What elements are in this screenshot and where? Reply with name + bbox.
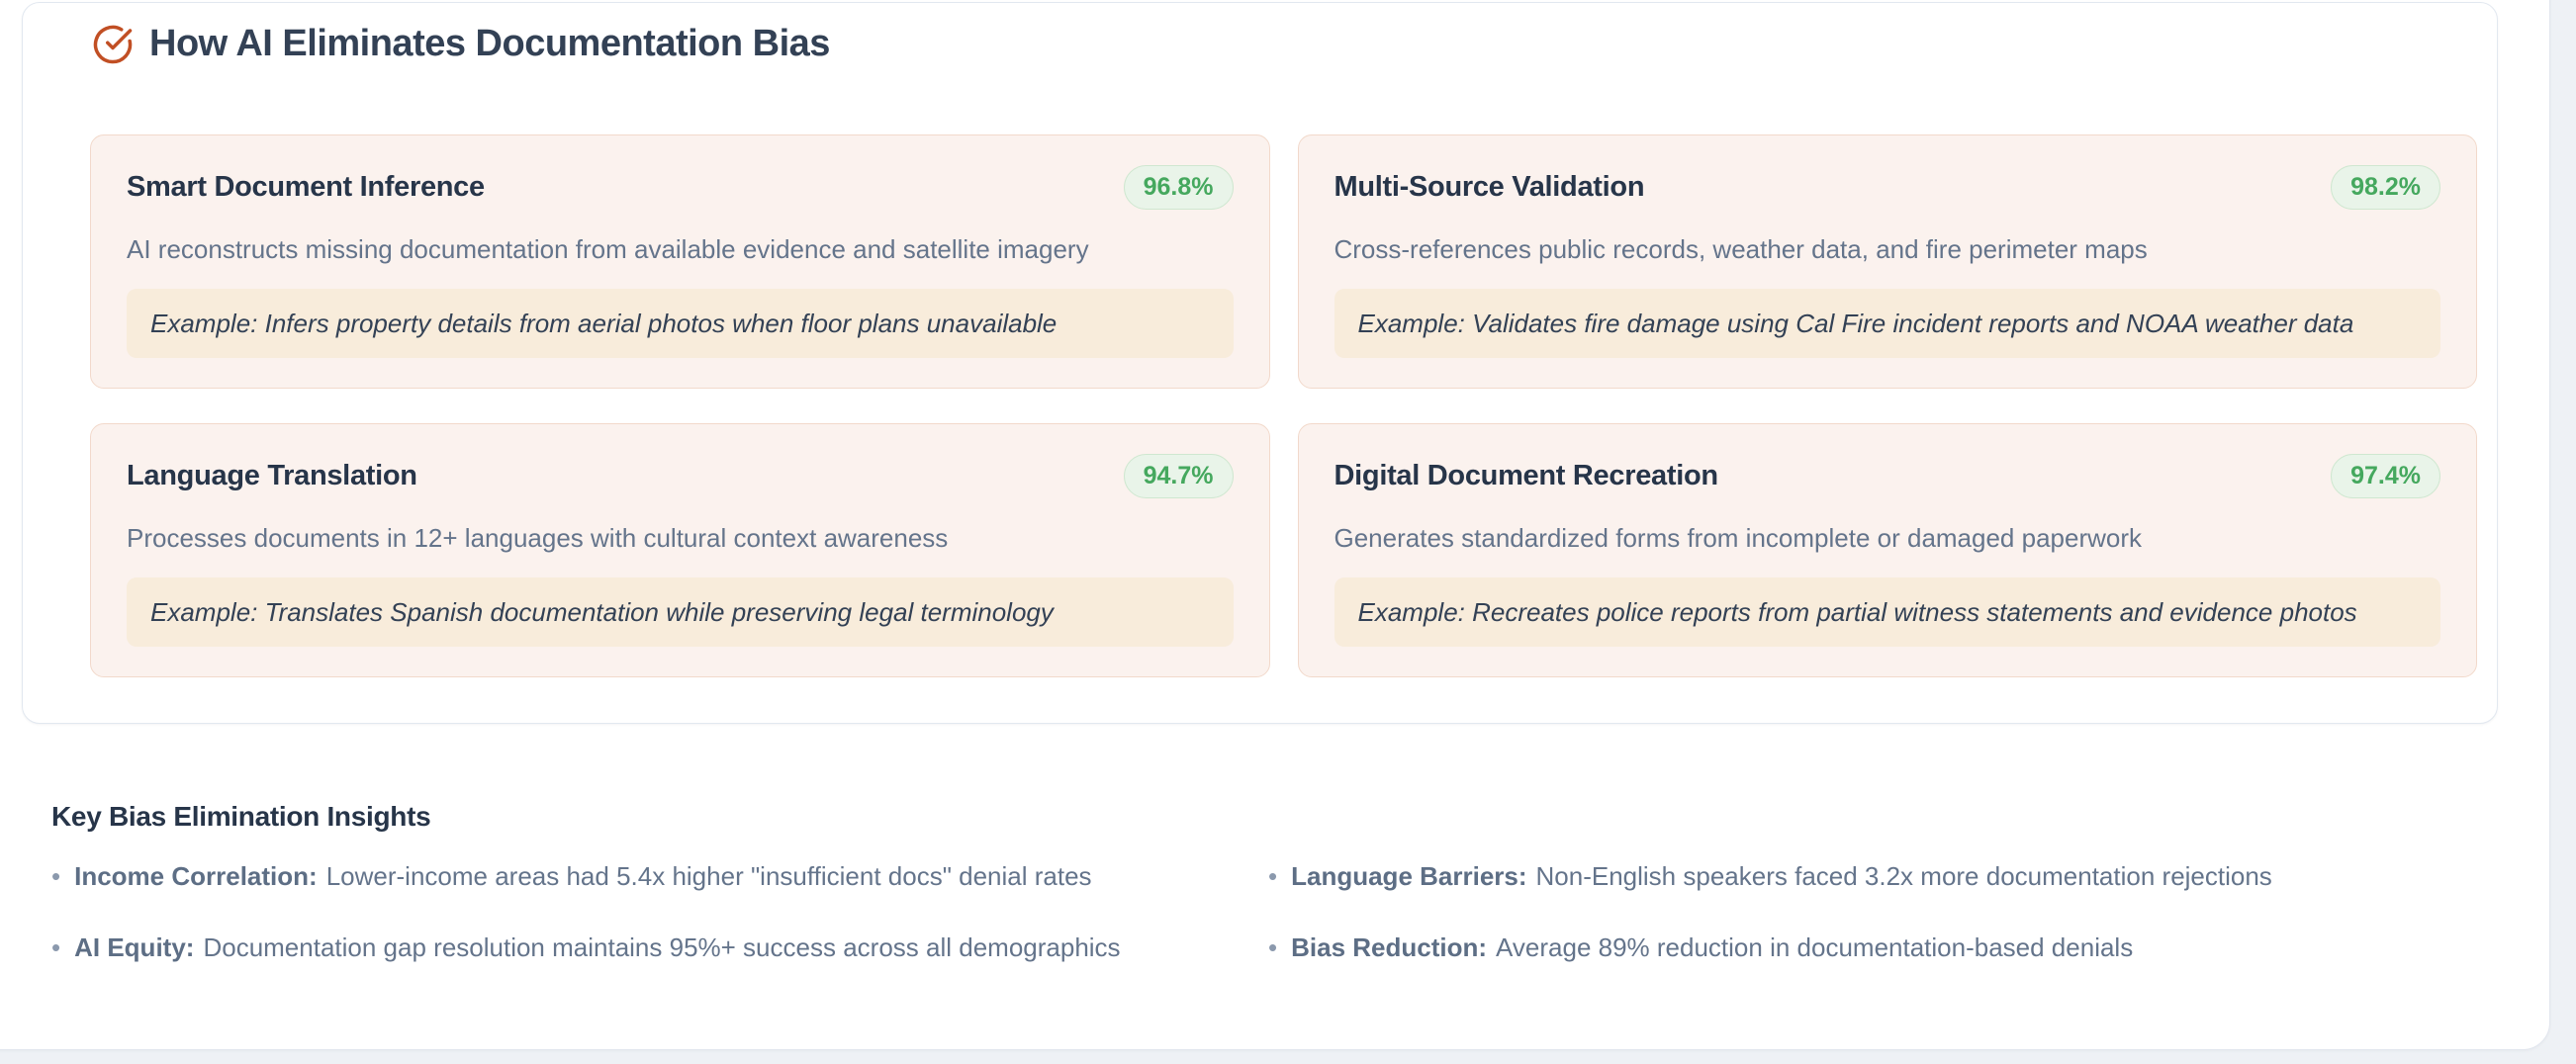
insight-label: Income Correlation: [74, 861, 318, 891]
insight-item-language-barriers: • Language Barriers: Non-English speakers… [1268, 860, 2505, 892]
method-card-header: Digital Document Recreation 97.4% [1334, 454, 2440, 498]
method-card-example: Example: Validates fire damage using Cal… [1334, 289, 2440, 358]
accuracy-badge: 96.8% [1123, 165, 1234, 210]
method-card-description: Processes documents in 12+ languages wit… [127, 523, 949, 553]
bullet-icon: • [1268, 932, 1278, 962]
insight-item-bias-reduction: • Bias Reduction: Average 89% reduction i… [1268, 931, 2505, 963]
method-card-header: Multi-Source Validation 98.2% [1334, 165, 2440, 210]
method-card-description: Generates standardized forms from incomp… [1334, 523, 2143, 553]
method-card-description: Cross-references public records, weather… [1334, 234, 2148, 264]
insights-title: Key Bias Elimination Insights [51, 801, 431, 832]
method-cards-grid: Smart Document Inference 96.8% AI recons… [90, 134, 2477, 677]
insight-text: Non-English speakers faced 3.2x more doc… [1535, 861, 2272, 891]
insight-label: Bias Reduction: [1291, 932, 1488, 962]
method-card-multi-source-validation: Multi-Source Validation 98.2% Cross-refe… [1297, 134, 2477, 389]
insight-item-ai-equity: • AI Equity: Documentation gap resolution… [51, 931, 1268, 963]
insights-grid: • Income Correlation: Lower-income areas … [51, 860, 2505, 963]
ai-methods-panel: How AI Eliminates Documentation Bias Sma… [22, 2, 2498, 724]
method-card-example: Example: Infers property details from ae… [127, 289, 1234, 358]
check-circle-icon [93, 25, 133, 63]
accuracy-badge: 98.2% [2331, 165, 2440, 210]
insight-label: AI Equity: [74, 932, 195, 962]
method-card-title: Digital Document Recreation [1334, 460, 1719, 491]
method-card-description: AI reconstructs missing documentation fr… [127, 234, 1089, 264]
method-card-title: Multi-Source Validation [1334, 171, 1645, 203]
method-card-example: Example: Translates Spanish documentatio… [127, 577, 1234, 647]
method-card-language-translation: Language Translation 94.7% Processes doc… [90, 423, 1270, 677]
insight-text: Documentation gap resolution maintains 9… [203, 932, 1121, 962]
method-card-example: Example: Recreates police reports from p… [1334, 577, 2440, 647]
insights-section: Key Bias Elimination Insights • Income C… [51, 801, 2505, 963]
insight-text: Average 89% reduction in documentation-b… [1496, 932, 2134, 962]
panel-title-row: How AI Eliminates Documentation Bias [92, 23, 830, 65]
bullet-icon: • [1268, 861, 1278, 891]
insight-text: Lower-income areas had 5.4x higher "insu… [325, 861, 1092, 891]
insight-label: Language Barriers: [1291, 861, 1527, 891]
accuracy-badge: 97.4% [2331, 454, 2440, 498]
method-card-digital-document-recreation: Digital Document Recreation 97.4% Genera… [1297, 423, 2477, 677]
method-card-smart-document-inference: Smart Document Inference 96.8% AI recons… [90, 134, 1270, 389]
bullet-icon: • [51, 861, 61, 891]
bullet-icon: • [51, 932, 61, 962]
method-card-title: Smart Document Inference [127, 171, 485, 203]
method-card-header: Language Translation 94.7% [127, 454, 1234, 498]
insight-item-income-correlation: • Income Correlation: Lower-income areas … [51, 860, 1268, 892]
method-card-header: Smart Document Inference 96.8% [127, 165, 1234, 210]
method-card-title: Language Translation [127, 460, 417, 491]
accuracy-badge: 94.7% [1123, 454, 1234, 498]
panel-title: How AI Eliminates Documentation Bias [149, 23, 830, 64]
